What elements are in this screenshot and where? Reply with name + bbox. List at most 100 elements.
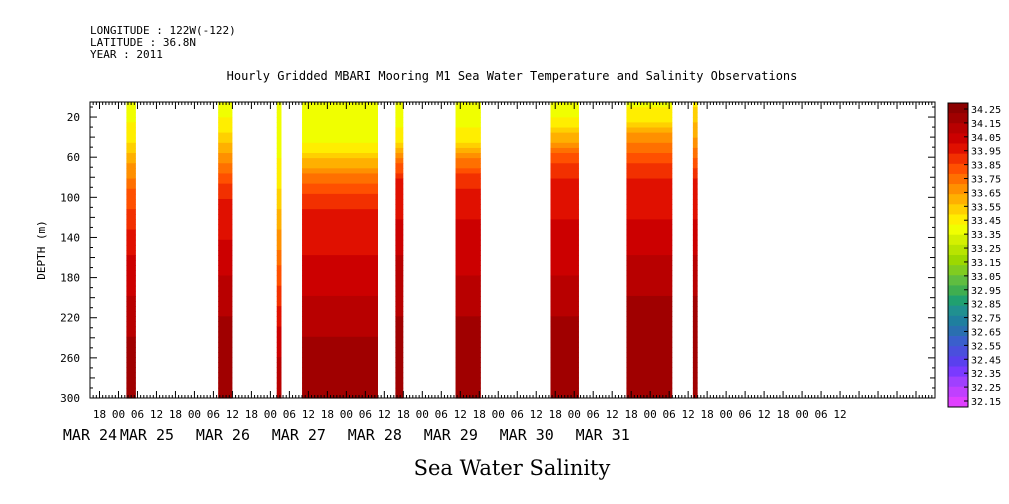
salinity-cell bbox=[276, 260, 282, 266]
salinity-cell bbox=[218, 102, 233, 108]
salinity-cell bbox=[218, 280, 233, 287]
salinity-cell bbox=[455, 234, 481, 241]
salinity-cell bbox=[302, 107, 378, 113]
salinity-cell bbox=[626, 219, 673, 226]
salinity-cell bbox=[395, 132, 404, 139]
salinity-cell bbox=[692, 153, 698, 159]
colorbar-swatch bbox=[948, 305, 968, 317]
salinity-cell bbox=[626, 204, 673, 210]
salinity-cell bbox=[455, 270, 481, 277]
salinity-cell bbox=[218, 367, 233, 374]
salinity-cell bbox=[692, 224, 698, 231]
salinity-cell bbox=[692, 188, 698, 195]
salinity-cell bbox=[626, 362, 673, 368]
salinity-cell bbox=[276, 193, 282, 200]
salinity-cell bbox=[395, 280, 404, 287]
salinity-cell bbox=[550, 193, 579, 200]
salinity-cell bbox=[276, 244, 282, 251]
salinity-cell bbox=[276, 178, 282, 185]
salinity-cell bbox=[692, 183, 698, 190]
salinity-cell bbox=[276, 285, 282, 292]
salinity-cell bbox=[395, 295, 404, 302]
salinity-cell bbox=[126, 127, 136, 134]
salinity-cell bbox=[455, 153, 481, 159]
salinity-cell bbox=[302, 234, 378, 241]
salinity-cell bbox=[455, 382, 481, 389]
salinity-cell bbox=[455, 163, 481, 169]
date-label: MAR 26 bbox=[196, 426, 250, 444]
x-tick-label: 18 bbox=[169, 408, 182, 421]
salinity-cell bbox=[626, 239, 673, 246]
data-segment bbox=[276, 102, 282, 399]
salinity-cell bbox=[692, 301, 698, 307]
salinity-cell bbox=[276, 198, 282, 205]
salinity-cell bbox=[692, 127, 698, 134]
salinity-cell bbox=[395, 260, 404, 266]
salinity-cell bbox=[302, 367, 378, 374]
salinity-cell bbox=[455, 290, 481, 297]
salinity-cell bbox=[455, 183, 481, 190]
data-segment bbox=[218, 102, 233, 399]
salinity-cell bbox=[692, 382, 698, 389]
salinity-cell bbox=[550, 147, 579, 154]
salinity-cell bbox=[455, 102, 481, 108]
x-tick-label: 06 bbox=[435, 408, 448, 421]
colorbar-swatch bbox=[948, 224, 968, 236]
salinity-cell bbox=[126, 265, 136, 272]
salinity-cell bbox=[692, 321, 698, 328]
salinity-cell bbox=[395, 336, 404, 343]
colorbar-swatch bbox=[948, 376, 968, 388]
salinity-cell bbox=[692, 326, 698, 333]
x-tick-label: 06 bbox=[738, 408, 751, 421]
salinity-cell bbox=[218, 183, 233, 190]
salinity-cell bbox=[126, 244, 136, 251]
x-tick-label: 00 bbox=[416, 408, 429, 421]
salinity-cell bbox=[126, 188, 136, 195]
salinity-cell bbox=[692, 285, 698, 292]
variable-label: Sea Water Salinity bbox=[414, 456, 611, 480]
salinity-cell bbox=[626, 183, 673, 190]
salinity-cell bbox=[302, 280, 378, 287]
salinity-cell bbox=[126, 229, 136, 236]
salinity-cell bbox=[395, 341, 404, 348]
salinity-cell bbox=[626, 270, 673, 277]
salinity-cell bbox=[455, 377, 481, 384]
salinity-cell bbox=[550, 270, 579, 277]
salinity-cell bbox=[550, 357, 579, 363]
salinity-cell bbox=[218, 209, 233, 215]
salinity-cell bbox=[126, 260, 136, 266]
salinity-cell bbox=[218, 107, 233, 113]
salinity-cell bbox=[218, 295, 233, 302]
colorbar-swatch bbox=[948, 234, 968, 246]
salinity-cell bbox=[395, 137, 404, 144]
salinity-cell bbox=[302, 183, 378, 190]
salinity-cell bbox=[455, 209, 481, 215]
date-label: MAR 30 bbox=[500, 426, 554, 444]
x-tick-label: 06 bbox=[511, 408, 524, 421]
x-tick-label: 12 bbox=[454, 408, 467, 421]
salinity-cell bbox=[276, 290, 282, 297]
salinity-cell bbox=[276, 107, 282, 113]
salinity-cell bbox=[276, 362, 282, 368]
salinity-cell bbox=[455, 321, 481, 328]
salinity-cell bbox=[455, 357, 481, 363]
salinity-cell bbox=[550, 107, 579, 113]
salinity-cell bbox=[626, 142, 673, 149]
salinity-cell bbox=[692, 102, 698, 108]
salinity-cell bbox=[395, 372, 404, 379]
salinity-cell bbox=[276, 158, 282, 164]
salinity-cell bbox=[302, 188, 378, 195]
x-tick-label: 06 bbox=[131, 408, 144, 421]
y-tick-label: 220 bbox=[60, 312, 80, 325]
salinity-cell bbox=[626, 107, 673, 113]
salinity-cell bbox=[455, 265, 481, 272]
salinity-cell bbox=[692, 265, 698, 272]
salinity-cell bbox=[395, 275, 404, 282]
salinity-cell bbox=[692, 367, 698, 374]
colorbar-label: 33.55 bbox=[971, 202, 1001, 213]
salinity-cell bbox=[692, 362, 698, 368]
salinity-cell bbox=[550, 362, 579, 368]
salinity-cell bbox=[626, 295, 673, 302]
salinity-cell bbox=[395, 183, 404, 190]
salinity-cell bbox=[692, 244, 698, 251]
